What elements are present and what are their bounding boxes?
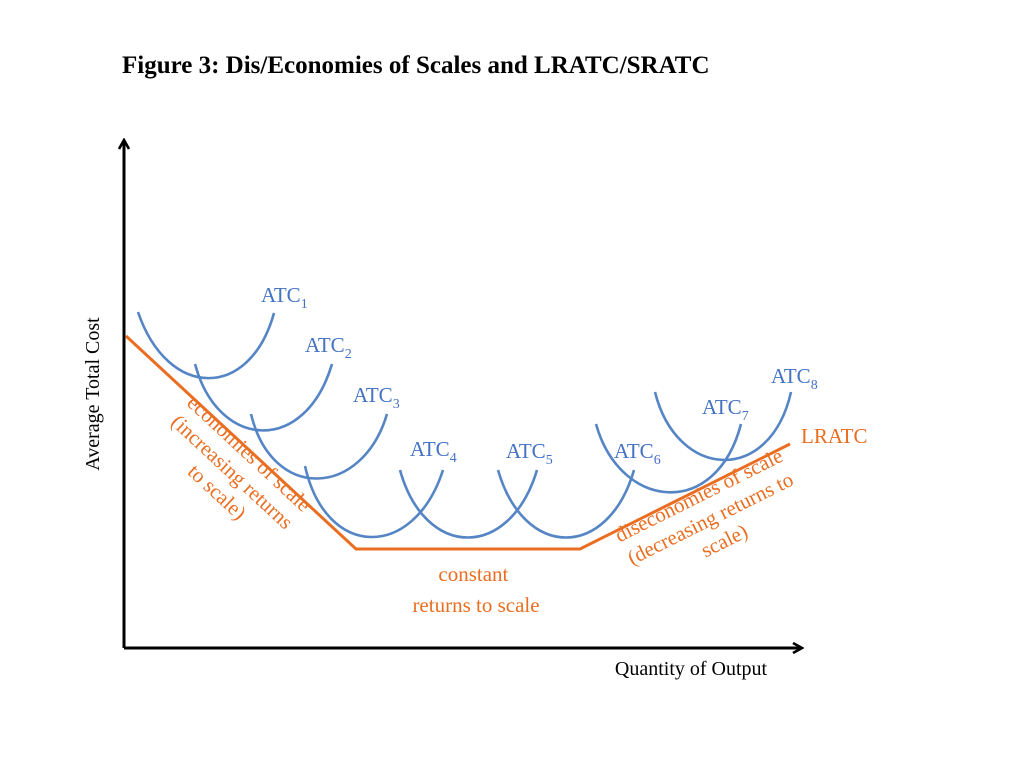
figure-title: Figure 3: Dis/Economies of Scales and LR… (122, 52, 710, 79)
diseconomies-of-scale-annotation: diseconomies of scale (decreasing return… (611, 441, 815, 594)
atc-8-label: ATC8 (771, 364, 818, 393)
atc-6-label: ATC6 (614, 439, 661, 468)
atc-5-curve (398, 469, 539, 539)
atc-2-label: ATC2 (305, 333, 352, 362)
atc-5-label: ATC5 (506, 439, 553, 468)
lratc-curve (124, 334, 791, 551)
atc-3-curve (249, 413, 389, 480)
atc-2-curve (193, 363, 334, 432)
atc-6-curve (496, 469, 636, 539)
atc-1-label: ATC1 (261, 283, 308, 312)
lratc-label: LRATC (801, 424, 868, 448)
atc-7-curve (594, 423, 743, 494)
constant-returns-annotation: constant returns to scale (412, 562, 539, 617)
y-axis-label: Average Total Cost (82, 317, 104, 471)
x-axis-label: Quantity of Output (615, 658, 768, 680)
atc-8-curve (653, 391, 793, 462)
atc-3-label: ATC3 (353, 383, 400, 412)
atc-4-label: ATC4 (410, 437, 457, 466)
atc-4-curve (303, 465, 445, 539)
atc-7-label: ATC7 (702, 395, 749, 424)
atc-1-curve (136, 311, 276, 380)
